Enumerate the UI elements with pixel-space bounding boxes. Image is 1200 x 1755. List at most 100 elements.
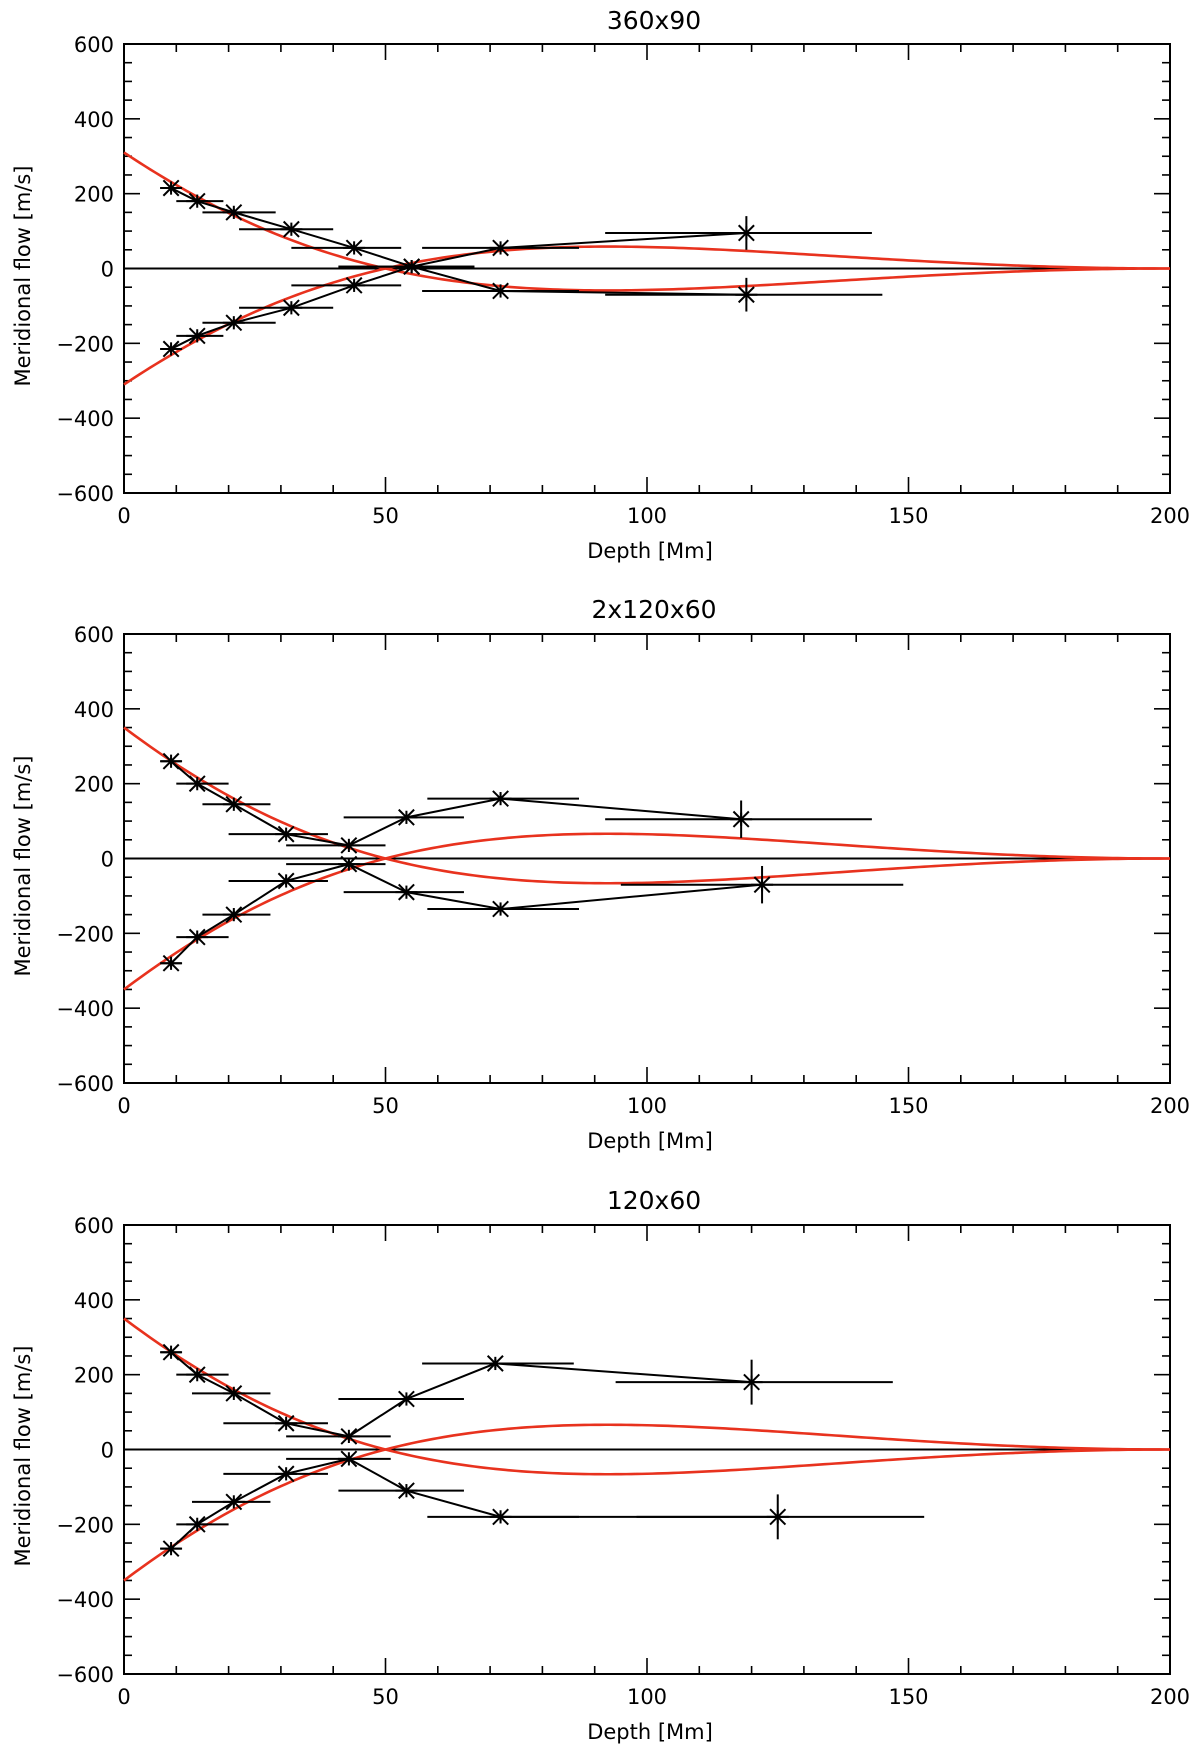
- panel-1-data-point-upper: [186, 192, 209, 210]
- panel-3-xtick-label: 200: [1150, 1685, 1190, 1709]
- panel-3-data-point-lower: [337, 1450, 360, 1468]
- panel-2-title: 2x120x60: [591, 595, 716, 624]
- panel-1-xtick-label: 150: [888, 504, 928, 528]
- panel-1-series-line-lower: [170, 265, 747, 350]
- panel-1-data-point-lower: [489, 282, 512, 300]
- panel-3-xlabel: Depth [Mm]: [587, 1720, 713, 1744]
- panel-1-ylabel: Meridional flow [m/s]: [11, 166, 35, 387]
- panel-3-ytick-label: −600: [56, 1663, 114, 1687]
- panel-3-series-line-upper: [170, 1351, 752, 1438]
- panel-2-ytick-label: −600: [56, 1072, 114, 1096]
- panel-3-xtick-label: 0: [117, 1685, 130, 1709]
- panel-1-plot: 0 50 100 150 200 −600 −400 −200 0 200 400 600: [56, 33, 1190, 528]
- panel-3-ytick-label: 0: [101, 1439, 114, 1463]
- panel-3-data-point-upper: [275, 1414, 298, 1432]
- panel-2-data-point-upper: [730, 810, 753, 828]
- panel-1-xtick-label: 200: [1150, 504, 1190, 528]
- panel-2-series-line-upper: [170, 760, 742, 847]
- panel-3-data-point-lower: [222, 1493, 245, 1511]
- panel-2-data-point-upper: [160, 752, 183, 770]
- panel-1-xtick-label: 50: [372, 504, 399, 528]
- panel-2-ytick-label: 0: [101, 848, 114, 872]
- panel-3-data-point-lower: [489, 1508, 512, 1526]
- panel-1-data-point-lower: [160, 340, 183, 358]
- panel-3-data-point-lower: [186, 1515, 209, 1533]
- panel-2-data-point-upper: [395, 808, 418, 826]
- panel-2-data-point-lower: [275, 872, 298, 890]
- panel-2-data-point-lower: [337, 855, 360, 873]
- panel-1-data-point-lower: [222, 314, 245, 332]
- panel-2-data-point-lower: [751, 876, 774, 894]
- panel-1-ytick-label: −400: [56, 407, 114, 431]
- panel-2-ytick-label: 200: [74, 773, 114, 797]
- panel-2-data-point-lower: [160, 954, 183, 972]
- panel-2-xtick-label: 100: [627, 1094, 667, 1118]
- panel-3-model-curve-upper: [123, 1317, 1170, 1476]
- panel-2-data-point-lower: [186, 928, 209, 946]
- panel-2: 2x120x60 0 50 100 150 200 −600 −400 −200 0 200 400…: [11, 595, 1190, 1153]
- panel-2-data-point-lower: [395, 883, 418, 901]
- panel-1-series-line-upper: [170, 187, 747, 268]
- panel-3-data-point-upper: [740, 1373, 763, 1391]
- panel-2-xtick-label: 200: [1150, 1094, 1190, 1118]
- panel-3-xtick-label: 100: [627, 1685, 667, 1709]
- panel-3-data-point-upper: [160, 1343, 183, 1361]
- panel-3-ytick-label: −200: [56, 1513, 114, 1537]
- panel-1-xlabel: Depth [Mm]: [587, 539, 713, 563]
- panel-2-xtick-label: 150: [888, 1094, 928, 1118]
- panel-3-data-point-upper: [337, 1427, 360, 1445]
- panel-1-data-point-upper: [489, 239, 512, 257]
- panel-1-ytick-label: −600: [56, 482, 114, 506]
- panel-1-data-point-lower: [280, 299, 303, 317]
- panel-3-series-line-lower: [170, 1457, 778, 1550]
- panel-3-data-point-upper: [186, 1366, 209, 1384]
- panel-1-model-curve-upper: [123, 151, 1170, 292]
- panel-1: 360x90 0 50 100 150 200 −600 −400 −200 0 200 400 60…: [11, 6, 1190, 563]
- panel-1-data-point-lower: [400, 258, 423, 276]
- panel-2-data-point-upper: [489, 790, 512, 808]
- panel-2-data-point-upper: [186, 775, 209, 793]
- panel-2-series-line-lower: [170, 863, 763, 964]
- panel-1-xtick-label: 0: [117, 504, 130, 528]
- panel-2-data-point-upper: [222, 795, 245, 813]
- panel-1-data-point-lower: [186, 327, 209, 345]
- panel-3-ytick-label: 400: [74, 1289, 114, 1313]
- panel-3-data-point-lower: [395, 1482, 418, 1500]
- panel-1-model-curve-lower: [123, 245, 1170, 386]
- panel-2-ytick-label: −200: [56, 922, 114, 946]
- panel-1-data-point-upper: [343, 239, 366, 257]
- panel-3-xtick-label: 150: [888, 1685, 928, 1709]
- panel-1-ytick-label: −200: [56, 332, 114, 356]
- panel-3-data-point-lower: [766, 1508, 789, 1526]
- panel-3-ytick-label: −400: [56, 1588, 114, 1612]
- panel-2-xlabel: Depth [Mm]: [587, 1129, 713, 1153]
- panel-3-data-point-lower: [160, 1540, 183, 1558]
- panel-3-data-point-lower: [275, 1465, 298, 1483]
- panel-2-data-point-lower: [222, 906, 245, 924]
- panel-3-title: 120x60: [607, 1186, 701, 1215]
- panel-3-ytick-label: 600: [74, 1214, 114, 1238]
- panel-3-ylabel: Meridional flow [m/s]: [11, 1346, 35, 1567]
- panel-3-data-point-upper: [222, 1384, 245, 1402]
- panel-1-title: 360x90: [607, 6, 701, 35]
- panel-2-ytick-label: 600: [74, 623, 114, 647]
- panel-3-xtick-label: 50: [372, 1685, 399, 1709]
- panel-2-data-point-lower: [489, 900, 512, 918]
- panel-1-xtick-label: 100: [627, 504, 667, 528]
- panel-2-xtick-label: 0: [117, 1094, 130, 1118]
- panel-2-ytick-label: 400: [74, 698, 114, 722]
- panel-1-data-point-upper: [160, 179, 183, 197]
- panel-3-data-point-upper: [395, 1390, 418, 1408]
- panel-2-xtick-label: 50: [372, 1094, 399, 1118]
- panel-1-ytick-label: 600: [74, 33, 114, 57]
- panel-2-model-curve-upper: [123, 726, 1170, 885]
- panel-2-model-curve-lower: [123, 832, 1170, 991]
- panel-1-data-point-lower: [343, 276, 366, 294]
- panel-2-ylabel: Meridional flow [m/s]: [11, 756, 35, 977]
- panel-3-model-curve-lower: [123, 1423, 1170, 1582]
- panel-2-data-point-upper: [275, 825, 298, 843]
- panel-1-ytick-label: 0: [101, 258, 114, 282]
- panel-3-plot: 0 50 100 150 200 −600 −400 −200 0 200 400 600: [56, 1214, 1190, 1709]
- panel-2-data-point-upper: [337, 836, 360, 854]
